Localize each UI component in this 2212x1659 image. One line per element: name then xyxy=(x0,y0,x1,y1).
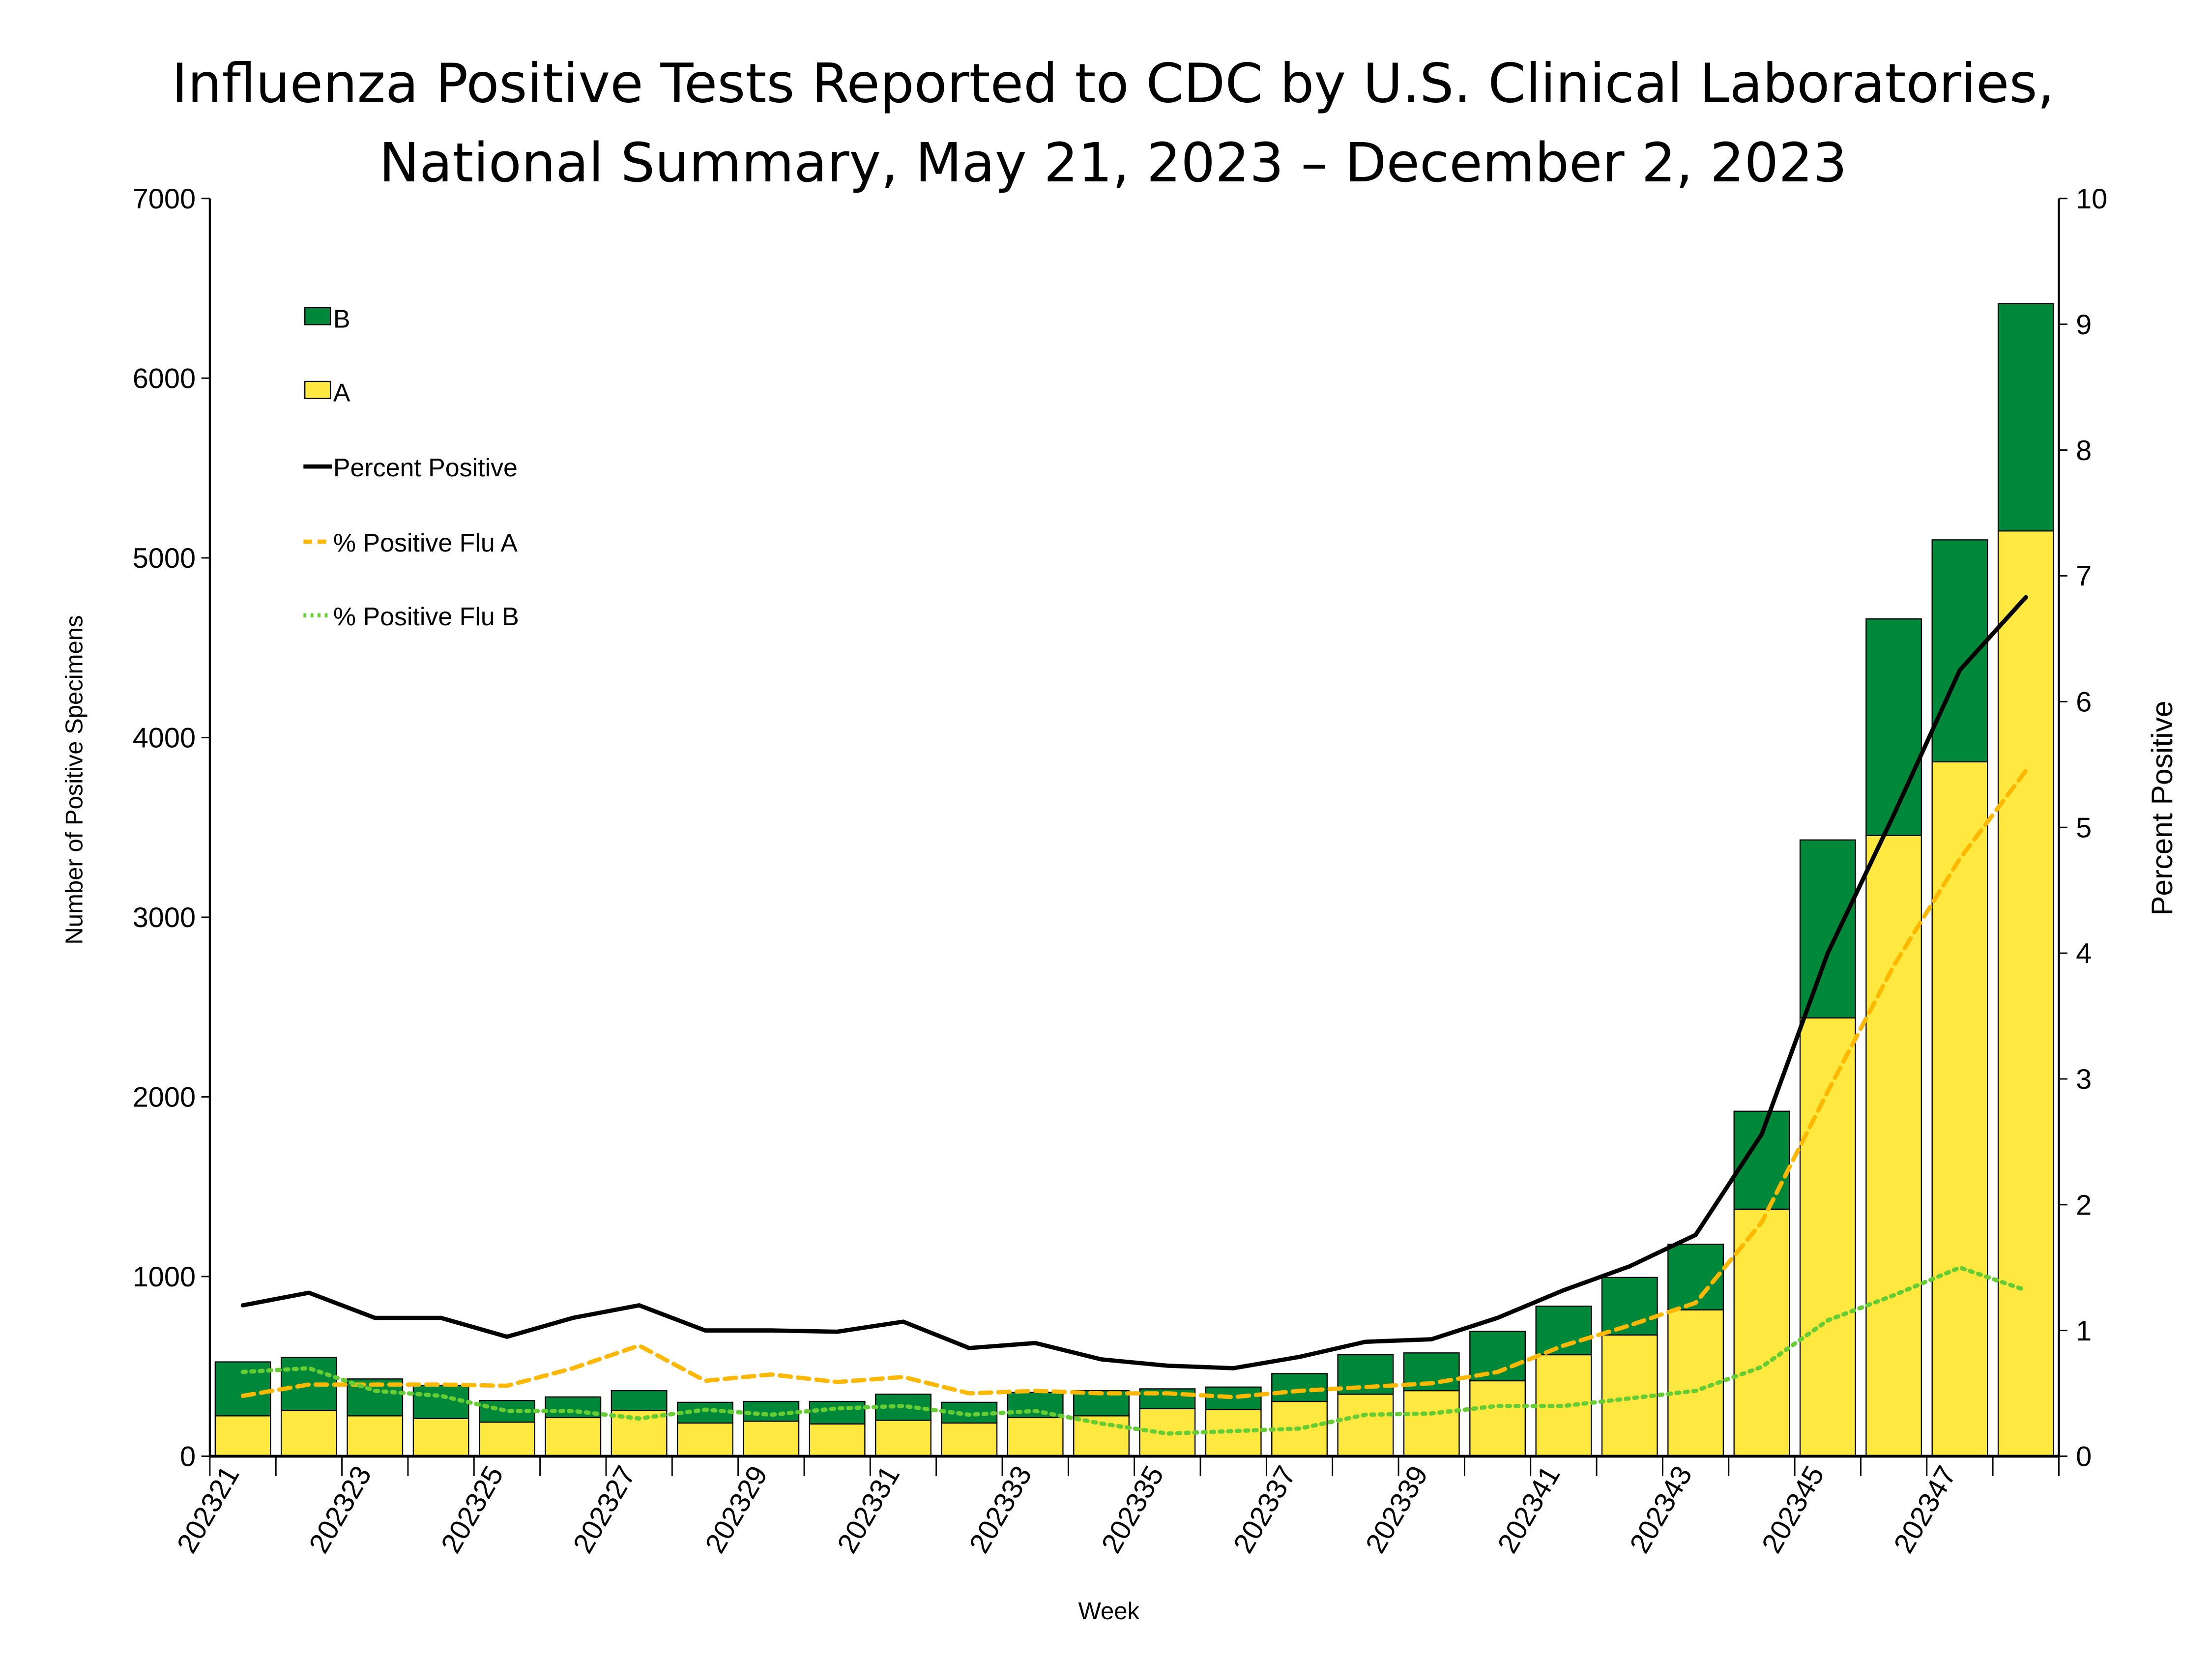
x-tick-label: 202327 xyxy=(567,1461,642,1559)
bar-a-202326 xyxy=(545,1417,602,1457)
bar-a-202340 xyxy=(1469,1380,1526,1457)
point-1-202335 xyxy=(1167,1393,1168,1394)
x-tick-label: 202323 xyxy=(303,1461,378,1559)
x-tick-label: 202345 xyxy=(1756,1461,1831,1559)
legend-swatch-A xyxy=(304,380,331,399)
point-1-202346 xyxy=(1893,965,1894,966)
point-1-202339 xyxy=(1431,1383,1432,1384)
bar-a-202342 xyxy=(1601,1334,1658,1457)
bar-a-202332 xyxy=(941,1422,998,1457)
x-tick-label: 202337 xyxy=(1227,1461,1302,1559)
y-tick-label: 2000 xyxy=(133,1082,196,1113)
point-2-202335 xyxy=(1167,1433,1168,1434)
point-1-202334 xyxy=(1101,1393,1102,1394)
bar-a-202322 xyxy=(281,1410,337,1457)
y-axis-label: Number of Positive Specimens xyxy=(61,615,87,944)
point-2-202339 xyxy=(1431,1413,1432,1414)
bar-b-202346 xyxy=(1865,618,1922,836)
x-tick-label: 202339 xyxy=(1360,1461,1434,1559)
y2-tick-label: 1 xyxy=(2076,1315,2092,1347)
bar-b-202327 xyxy=(611,1390,668,1411)
y2-tick-label: 4 xyxy=(2076,938,2092,969)
y-tick-label: 1000 xyxy=(133,1261,196,1293)
lines-layer xyxy=(240,595,2028,1436)
bar-a-202324 xyxy=(412,1418,469,1457)
legend-label: Percent Positive xyxy=(333,454,518,482)
bar-a-202348 xyxy=(1997,530,2054,1457)
bar-a-202321 xyxy=(214,1415,271,1457)
bar-a-202325 xyxy=(479,1421,535,1457)
legend: B A Percent Positive % Positive Flu A % Posi… xyxy=(303,305,519,631)
x-tick-label: 202347 xyxy=(1888,1461,1963,1559)
bar-a-202323 xyxy=(347,1415,404,1457)
bar-b-202330 xyxy=(809,1400,866,1425)
y2-tick-label: 0 xyxy=(2076,1441,2092,1473)
y2-tick-label: 6 xyxy=(2076,687,2092,718)
x-tick-label: 202321 xyxy=(171,1461,246,1559)
y-tick-label: 3000 xyxy=(133,902,196,933)
y2-axis-label: Percent Positive xyxy=(2145,700,2179,916)
bar-b-202325 xyxy=(479,1400,535,1423)
y2-tick-label: 2 xyxy=(2076,1190,2092,1221)
bar-a-202338 xyxy=(1337,1394,1394,1457)
bar-a-202329 xyxy=(743,1421,800,1457)
bar-b-202336 xyxy=(1205,1386,1262,1410)
bar-b-202342 xyxy=(1601,1277,1658,1336)
legend-label: A xyxy=(333,378,350,407)
y-tick-label: 4000 xyxy=(133,723,196,754)
point-1-202329 xyxy=(771,1374,772,1375)
bar-b-202326 xyxy=(545,1396,602,1419)
x-tick-label: 202331 xyxy=(831,1461,906,1559)
point-0-202327 xyxy=(639,1305,640,1306)
y-tick-label: 6000 xyxy=(133,363,196,395)
x-tick-label: 202325 xyxy=(435,1461,510,1559)
bar-a-202346 xyxy=(1865,835,1922,1457)
legend-label: B xyxy=(333,305,350,333)
line--positive-flu-b xyxy=(240,1265,2028,1436)
point-2-202330 xyxy=(837,1408,838,1409)
chart-title-line2: National Summary, May 21, 2023 – Decembe… xyxy=(379,131,1847,194)
x-tick-label: 202343 xyxy=(1624,1461,1698,1559)
point-0-202329 xyxy=(771,1330,772,1331)
bar-a-202345 xyxy=(1799,1017,1856,1457)
y-tick-label: 7000 xyxy=(133,183,196,215)
point-1-202327 xyxy=(639,1345,640,1346)
y2-tick-label: 8 xyxy=(2076,435,2092,466)
bar-b-202348 xyxy=(1997,303,2054,532)
bar-a-202344 xyxy=(1733,1208,1790,1457)
bar-b-202337 xyxy=(1271,1373,1328,1402)
bar-a-202328 xyxy=(677,1422,733,1457)
y2-tick-label: 3 xyxy=(2076,1064,2092,1095)
y-tick-label: 0 xyxy=(180,1441,196,1473)
x-tick-label: 202341 xyxy=(1492,1461,1567,1559)
legend-swatch-B xyxy=(304,307,331,325)
x-tick-label: 202333 xyxy=(963,1461,1038,1559)
line--positive-flu-a xyxy=(240,768,2028,1399)
point-0-202334 xyxy=(1101,1359,1102,1360)
bar-a-202330 xyxy=(809,1423,866,1457)
x-tick-label: 202335 xyxy=(1096,1461,1170,1559)
bar-a-202333 xyxy=(1007,1417,1064,1457)
y2-tick-label: 5 xyxy=(2076,812,2092,844)
bar-b-202345 xyxy=(1799,839,1856,1019)
x-tick-label: 202329 xyxy=(699,1461,774,1559)
y2-tick-label: 7 xyxy=(2076,561,2092,592)
point-1-202332 xyxy=(969,1393,970,1394)
bar-a-202347 xyxy=(1931,761,1988,1457)
bar-a-202343 xyxy=(1667,1309,1724,1457)
x-axis-label: Week xyxy=(1078,1598,1140,1625)
bar-a-202339 xyxy=(1403,1390,1460,1457)
chart-title-line1: Influenza Positive Tests Reported to CDC… xyxy=(172,52,2054,115)
bar-a-202331 xyxy=(875,1420,931,1457)
point-2-202327 xyxy=(639,1418,640,1419)
point-2-202337 xyxy=(1299,1428,1300,1429)
legend-label: % Positive Flu B xyxy=(333,603,519,631)
y-tick-label: 5000 xyxy=(133,543,196,574)
line-percent-positive xyxy=(240,595,2028,1370)
y2-tick-label: 9 xyxy=(2076,309,2092,341)
y2-tick-label: 10 xyxy=(2076,183,2107,215)
point-2-202346 xyxy=(1893,1295,1894,1296)
legend-label: % Positive Flu A xyxy=(333,529,518,557)
